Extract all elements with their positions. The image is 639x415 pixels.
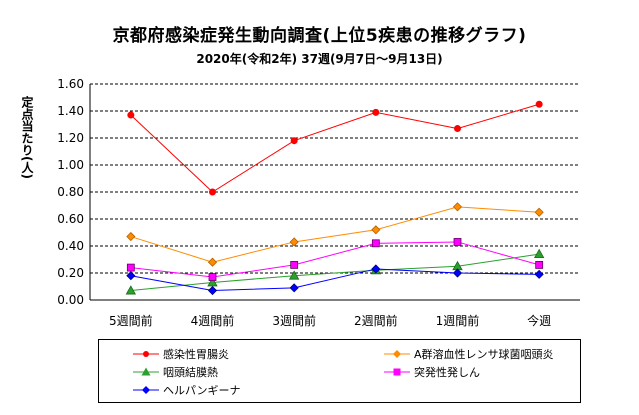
y-tick-label: 1.40 bbox=[57, 104, 84, 118]
data-point bbox=[371, 239, 380, 248]
data-point bbox=[209, 188, 216, 196]
data-point bbox=[371, 264, 381, 274]
legend-swatch bbox=[133, 386, 159, 394]
data-point bbox=[535, 260, 544, 269]
legend-item: 突発性発しん bbox=[384, 364, 480, 380]
y-axis-label: 定点当たり(人) bbox=[20, 96, 34, 179]
data-point bbox=[371, 225, 381, 235]
legend-item: 咽頭結膜熱 bbox=[133, 364, 218, 380]
data-point bbox=[452, 268, 463, 278]
legend-swatch bbox=[133, 351, 159, 357]
legend: 感染性胃腸炎 A群溶血性レンサ球菌咽頭炎咽頭結膜熱 突発性発しんヘルパンギーナ bbox=[98, 339, 581, 403]
data-point bbox=[290, 137, 298, 145]
y-tick-label: 0.20 bbox=[57, 266, 84, 280]
series-line bbox=[130, 103, 540, 193]
legend-swatch bbox=[384, 350, 410, 358]
data-point bbox=[207, 257, 218, 267]
data-point bbox=[372, 108, 380, 116]
x-tick-label: 2週間前 bbox=[354, 313, 398, 328]
legend-swatch bbox=[384, 368, 410, 376]
data-point bbox=[534, 207, 544, 217]
legend-label: A群溶血性レンサ球菌咽頭炎 bbox=[414, 348, 554, 361]
x-tick-label: 5週間前 bbox=[109, 313, 153, 328]
y-tick-label: 1.20 bbox=[57, 131, 84, 145]
data-point bbox=[533, 248, 545, 259]
legend-item: ヘルパンギーナ bbox=[133, 382, 241, 398]
data-point bbox=[127, 111, 135, 119]
y-tick-label: 0.00 bbox=[57, 293, 84, 307]
data-point bbox=[126, 263, 135, 272]
y-tick-label: 1.00 bbox=[57, 158, 84, 172]
data-point bbox=[534, 269, 544, 279]
data-point bbox=[290, 260, 299, 269]
data-point bbox=[535, 100, 543, 108]
y-tick-label: 0.40 bbox=[57, 239, 84, 253]
series-line bbox=[130, 206, 540, 263]
legend-label: 感染性胃腸炎 bbox=[163, 348, 229, 361]
data-point bbox=[452, 202, 463, 212]
y-tick-label: 1.60 bbox=[57, 77, 84, 91]
legend-item: A群溶血性レンサ球菌咽頭炎 bbox=[384, 346, 554, 362]
data-point bbox=[288, 270, 300, 280]
data-point bbox=[208, 273, 217, 281]
legend-swatch bbox=[133, 367, 159, 376]
data-point bbox=[289, 237, 299, 247]
legend-label: 咽頭結膜熱 bbox=[163, 366, 218, 379]
chart-title: 京都府感染症発生動向調査(上位5疾患の推移グラフ) bbox=[112, 26, 527, 46]
data-point bbox=[207, 277, 218, 287]
x-tick-label: 1週間前 bbox=[436, 313, 480, 328]
series-line bbox=[130, 268, 540, 292]
x-tick-label: 4週間前 bbox=[191, 313, 235, 328]
series-line bbox=[130, 253, 540, 292]
x-tick-label: 3週間前 bbox=[272, 313, 316, 328]
line-chart: 0.00 0.20 0.40 0.60 0.80 1.00 1.20 1.40 1.60 5週間前… bbox=[57, 77, 580, 328]
data-point bbox=[125, 285, 137, 295]
data-point bbox=[454, 125, 461, 133]
legend-item: 感染性胃腸炎 bbox=[133, 346, 229, 362]
y-tick-label: 0.80 bbox=[57, 185, 84, 199]
series-line bbox=[130, 241, 540, 278]
y-tick-label: 0.60 bbox=[57, 212, 84, 226]
legend-label: 突発性発しん bbox=[414, 366, 480, 379]
x-tick-label: 今週 bbox=[527, 313, 551, 328]
data-point bbox=[126, 231, 136, 242]
chart-subtitle: 2020年(令和2年) 37週(9月7日～9月13日) bbox=[196, 52, 443, 66]
data-point bbox=[126, 271, 136, 281]
data-point bbox=[207, 285, 218, 296]
legend-label: ヘルパンギーナ bbox=[163, 384, 241, 397]
data-point bbox=[289, 283, 299, 293]
data-point bbox=[453, 238, 462, 246]
